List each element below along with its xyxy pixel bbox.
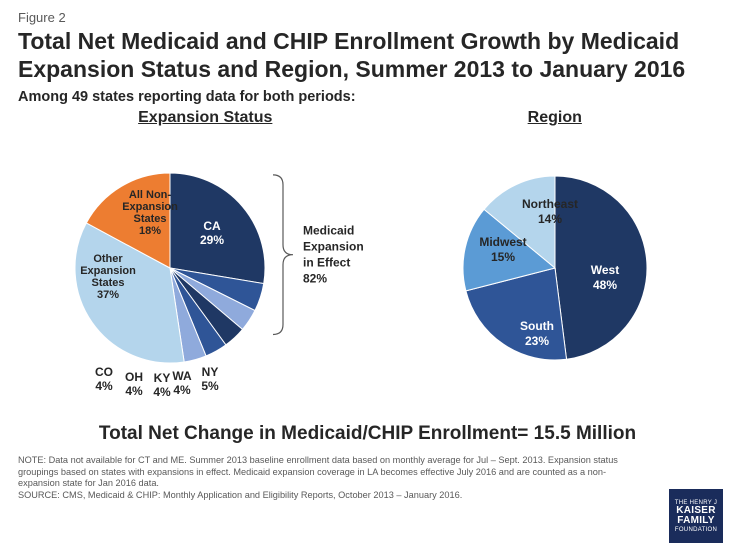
svg-text:14%: 14% [538,212,562,226]
title-line-1: Total Net Medicaid and CHIP Enrollment G… [18,28,679,54]
svg-text:4%: 4% [154,385,172,399]
footnotes: NOTE: Data not available for CT and ME. … [18,455,658,501]
expansion-chart-col: Expansion Status CA29%NY5%WA4%KY4%OH4%CO… [20,109,390,403]
svg-text:37%: 37% [97,289,119,301]
brace-icon [273,175,293,335]
expansion-pie-chart: CA29%NY5%WA4%KY4%OH4%CO4%OtherExpansionS… [20,133,390,403]
svg-text:OH: OH [125,370,143,384]
svg-text:Expansion: Expansion [80,265,136,277]
svg-text:82%: 82% [303,272,327,286]
svg-text:4%: 4% [96,379,114,393]
figure-container: Figure 2 Total Net Medicaid and CHIP Enr… [0,0,735,551]
svg-text:Medicaid: Medicaid [303,224,354,238]
kff-logo: THE HENRY J KAISER FAMILY FOUNDATION [669,489,723,543]
svg-text:All Non-: All Non- [129,189,171,201]
svg-text:4%: 4% [174,383,192,397]
note-line-2: groupings based on states with expansion… [18,467,658,479]
kff-line-2b: FAMILY [677,516,715,527]
note-line-4: SOURCE: CMS, Medicaid & CHIP: Monthly Ap… [18,490,658,502]
svg-text:States: States [134,213,167,225]
svg-text:15%: 15% [491,250,515,264]
note-line-1: NOTE: Data not available for CT and ME. … [18,455,658,467]
note-line-3: expansion state for Jan 2016 data. [18,478,658,490]
svg-text:Expansion: Expansion [303,240,364,254]
svg-text:NY: NY [202,365,219,379]
figure-title: Total Net Medicaid and CHIP Enrollment G… [18,27,717,83]
svg-text:WA: WA [173,369,193,383]
kff-line-3: FOUNDATION [675,527,717,533]
region-pie-chart: West48% South23% Midwest15% Northeast14% [395,133,715,403]
svg-text:23%: 23% [525,334,549,348]
expansion-chart-title: Expansion Status [138,109,272,127]
svg-text:Other: Other [94,253,124,265]
svg-text:29%: 29% [200,233,224,247]
svg-text:Midwest: Midwest [479,235,526,249]
svg-text:Expansion: Expansion [122,201,178,213]
svg-text:CA: CA [204,219,222,233]
svg-text:KY: KY [154,371,171,385]
svg-text:4%: 4% [126,384,144,398]
svg-text:West: West [591,263,619,277]
region-chart-title: Region [528,109,582,127]
net-change-line: Total Net Change in Medicaid/CHIP Enroll… [18,423,717,445]
figure-subtitle: Among 49 states reporting data for both … [18,89,717,105]
svg-text:48%: 48% [593,278,617,292]
svg-text:5%: 5% [202,379,220,393]
figure-label: Figure 2 [18,10,717,25]
region-chart-col: Region West48% South23% Midwest15% Northeas… [395,109,715,403]
svg-text:in Effect: in Effect [303,256,350,270]
svg-text:CO: CO [95,365,113,379]
svg-text:South: South [520,319,554,333]
svg-text:Northeast: Northeast [522,197,578,211]
svg-text:States: States [92,277,125,289]
svg-text:18%: 18% [139,225,161,237]
charts-row: Expansion Status CA29%NY5%WA4%KY4%OH4%CO… [18,109,717,415]
title-line-2: Expansion Status and Region, Summer 2013… [18,56,685,82]
